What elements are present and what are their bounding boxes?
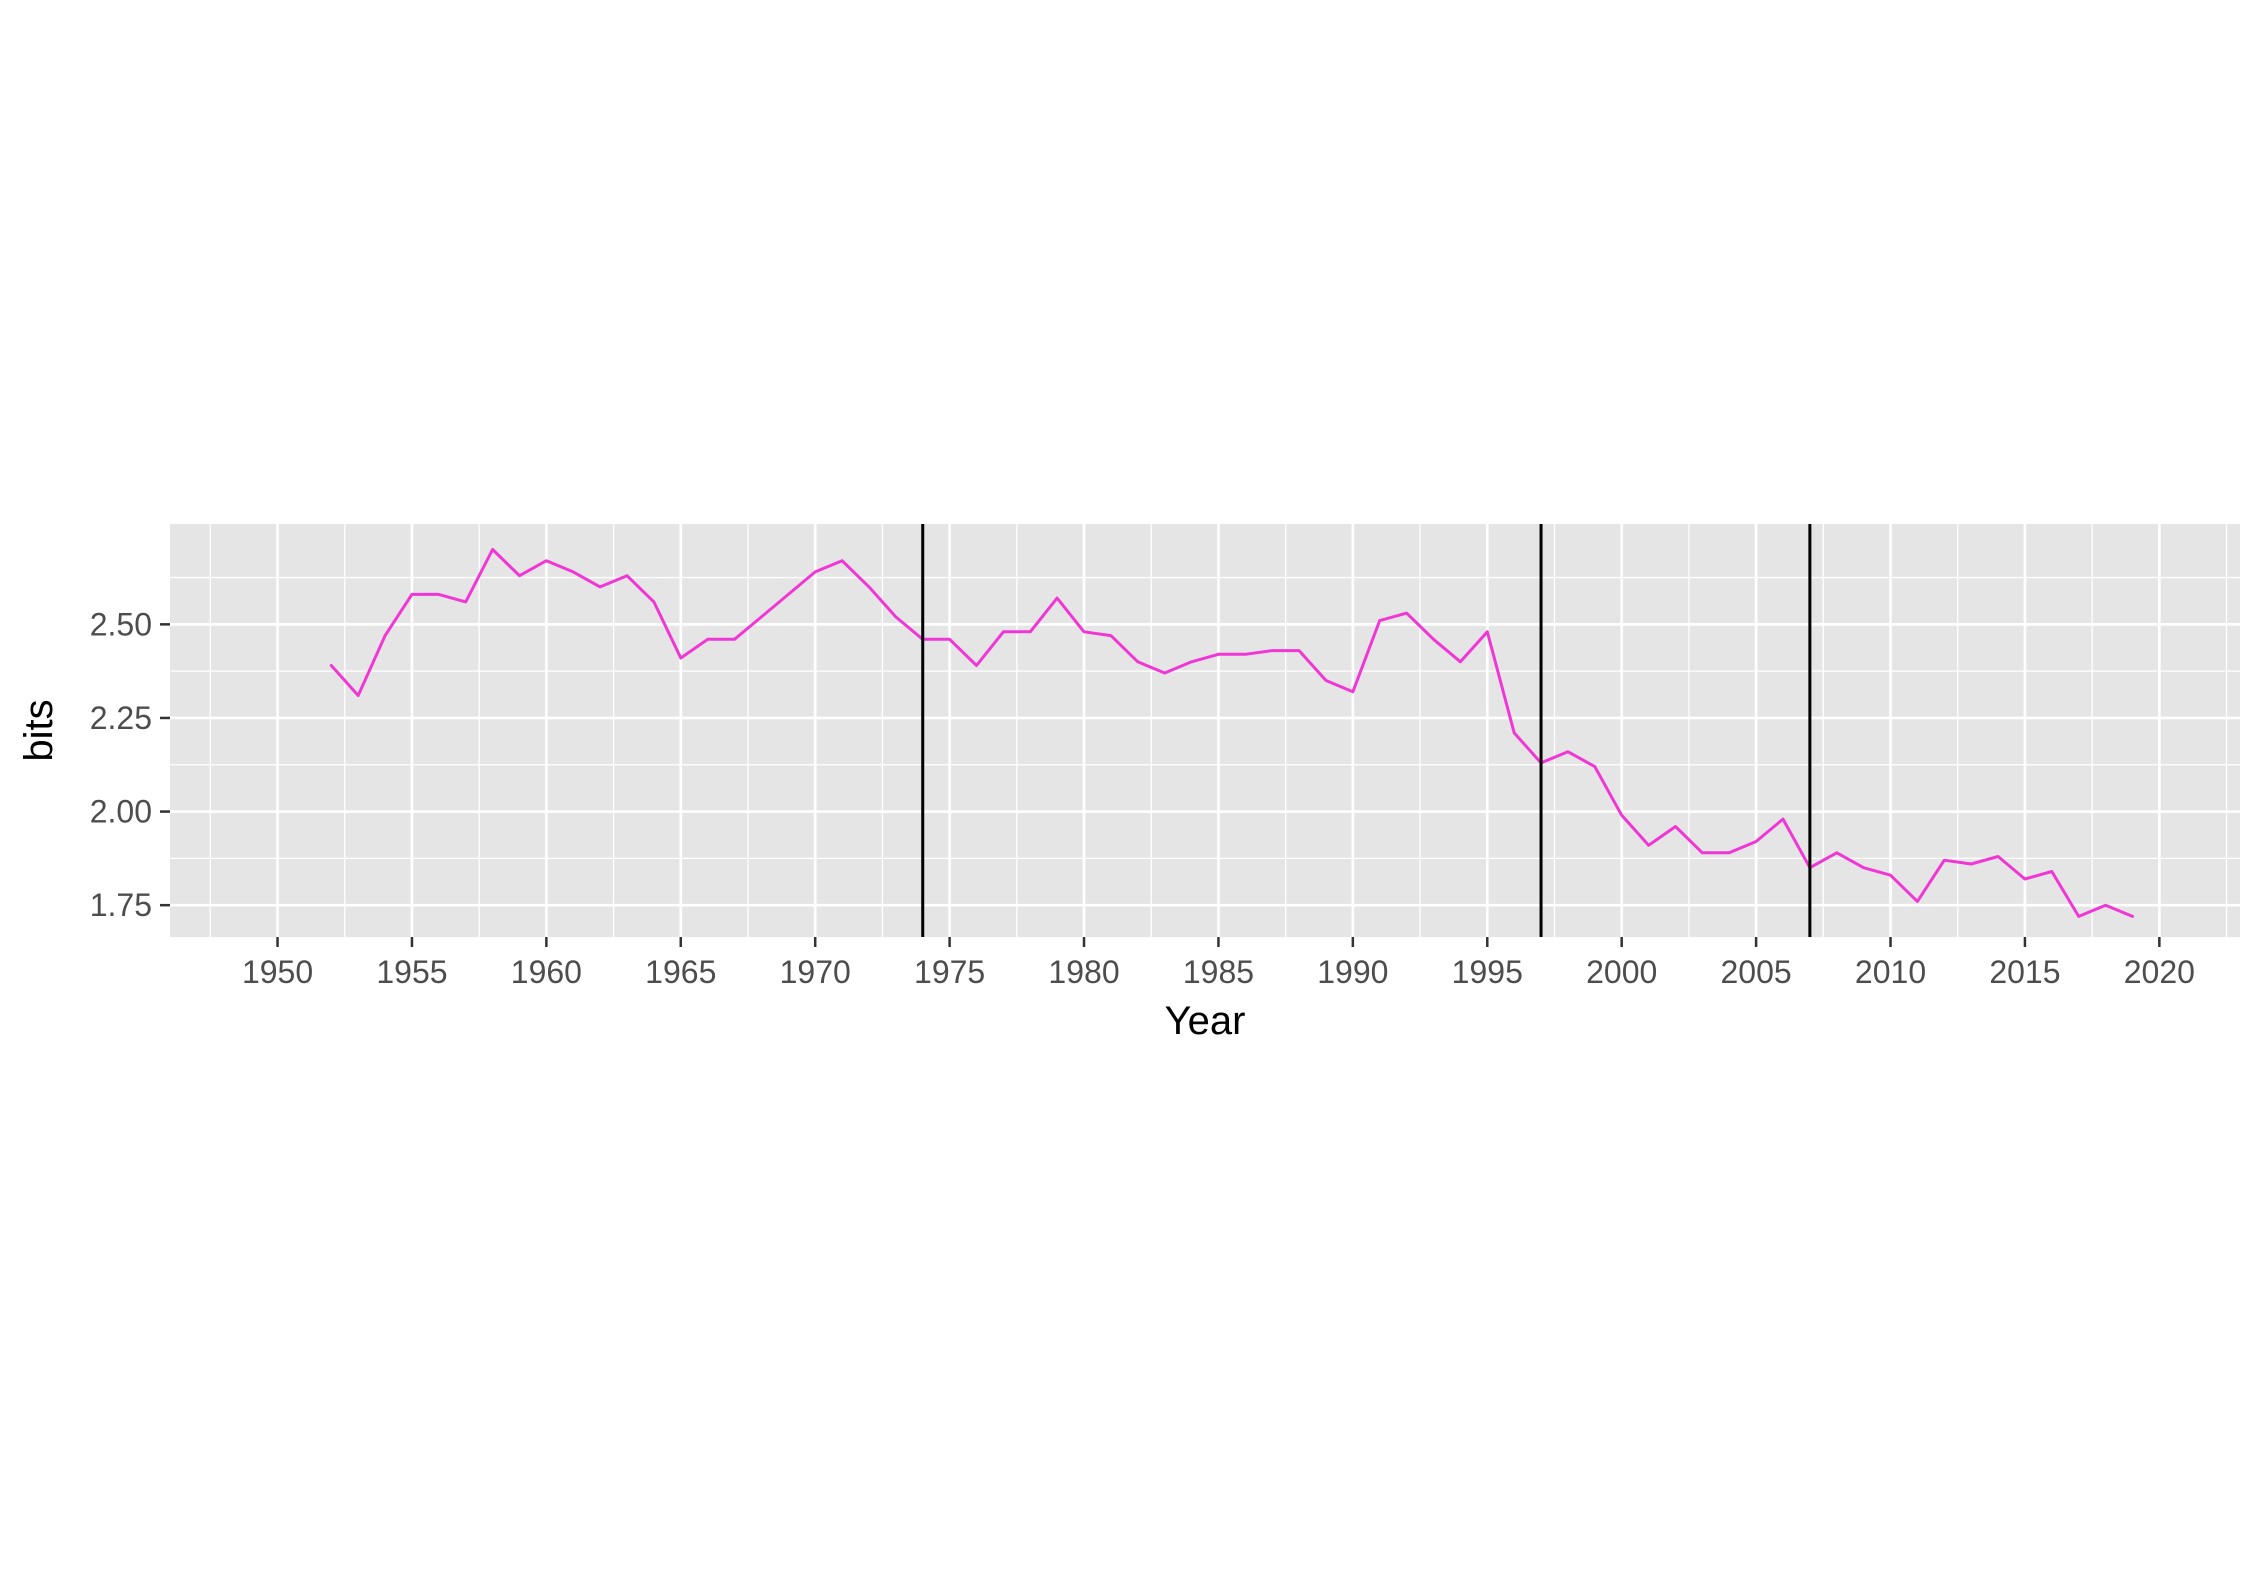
major-gridlines bbox=[170, 524, 2240, 937]
y-tick-label: 2.00 bbox=[90, 794, 152, 830]
x-tick-label: 1955 bbox=[376, 954, 447, 990]
x-tick-label: 2000 bbox=[1586, 954, 1657, 990]
x-axis: 1950 1955 1960 1965 1970 1975 1980 1985 1990 1995… bbox=[242, 937, 2195, 990]
y-axis-title: bits bbox=[17, 699, 61, 761]
x-axis-title: Year bbox=[1165, 999, 1246, 1043]
x-tick-label: 1950 bbox=[242, 954, 313, 990]
x-tick-label: 2015 bbox=[1989, 954, 2060, 990]
y-tick-label: 2.25 bbox=[90, 700, 152, 736]
x-tick-label: 1995 bbox=[1452, 954, 1523, 990]
x-tick-label: 1985 bbox=[1183, 954, 1254, 990]
x-tick-label: 2005 bbox=[1721, 954, 1792, 990]
y-tick-label: 2.50 bbox=[90, 606, 152, 642]
x-tick-label: 1990 bbox=[1317, 954, 1388, 990]
x-tick-label: 1980 bbox=[1048, 954, 1119, 990]
x-tick-label: 1975 bbox=[914, 954, 985, 990]
plot-panel bbox=[170, 524, 2240, 937]
series-layer bbox=[329, 548, 2134, 918]
minor-gridlines bbox=[170, 524, 2240, 937]
x-tick-label: 1970 bbox=[780, 954, 851, 990]
y-tick-label: 1.75 bbox=[90, 887, 152, 923]
series-line bbox=[329, 548, 2134, 918]
x-tick-label: 1960 bbox=[511, 954, 582, 990]
y-axis: 1.75 2.00 2.25 2.50 bbox=[90, 606, 170, 923]
x-tick-label: 2010 bbox=[1855, 954, 1926, 990]
x-tick-label: 2020 bbox=[2124, 954, 2195, 990]
reference-lines bbox=[921, 524, 1812, 937]
x-tick-label: 1965 bbox=[645, 954, 716, 990]
